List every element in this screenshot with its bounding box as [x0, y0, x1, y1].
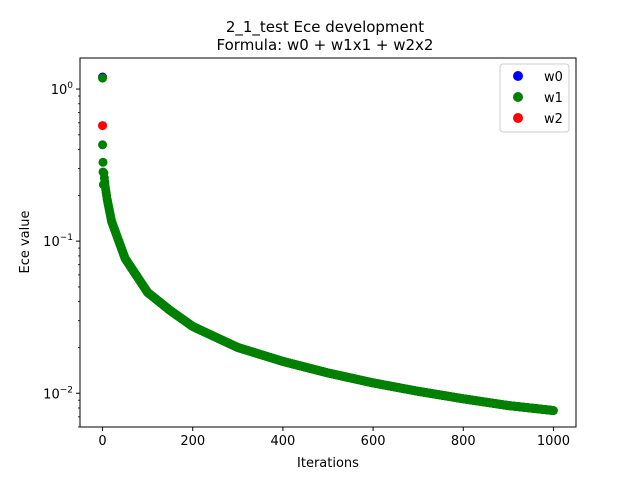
point-w1 [98, 140, 108, 150]
x-tick-label: 1000 [537, 434, 570, 449]
y-axis-label: Ece value [18, 210, 33, 273]
x-tick-label: 400 [270, 434, 295, 449]
y-tick-label: 100 [51, 81, 74, 98]
x-tick-label: 200 [180, 434, 205, 449]
legend: w0 w1 w2 [499, 63, 570, 133]
legend-marker-w0 [513, 71, 523, 81]
y-tick-label: 10−1 [43, 233, 73, 250]
x-tick-label: 0 [98, 434, 106, 449]
ticks-layer: 0 200 400 600 800 1000 10−2 10−1 100 [43, 81, 570, 449]
legend-label-w1: w1 [544, 91, 563, 106]
legend-marker-w1 [513, 92, 523, 102]
chart-title-line2: Formula: w0 + w1x1 + w2x2 [217, 36, 434, 54]
x-tick-label: 800 [451, 434, 476, 449]
point-w2 [98, 121, 108, 131]
x-tick-label: 600 [361, 434, 386, 449]
legend-label-w2: w2 [544, 112, 563, 127]
legend-label-w0: w0 [544, 70, 563, 85]
x-axis-label: Iterations [297, 456, 359, 471]
legend-marker-w2 [513, 113, 523, 123]
y-tick-label: 10−2 [43, 385, 73, 402]
points-layer [98, 72, 558, 416]
point-w1 [98, 157, 108, 167]
point-w1 [98, 73, 108, 83]
chart-title-line1: 2_1_test Ece development [226, 18, 424, 37]
plot-frame [79, 57, 577, 428]
point-w1 [548, 406, 558, 416]
